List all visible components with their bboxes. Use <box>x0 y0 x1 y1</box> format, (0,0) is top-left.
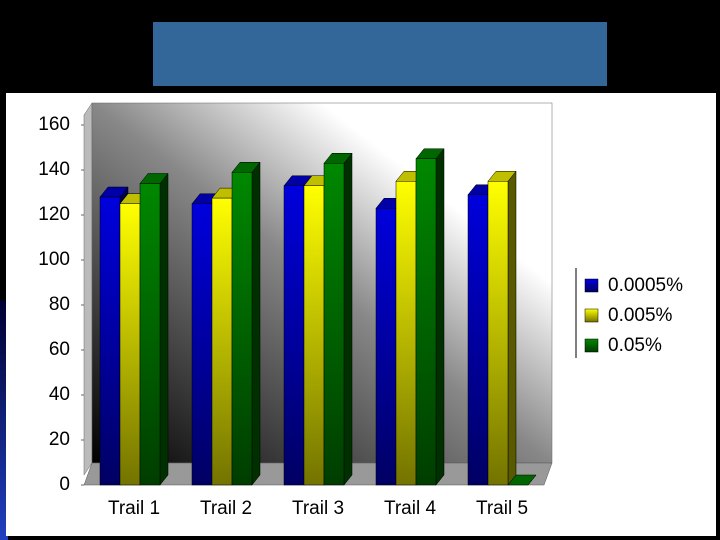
y-tick-label: 0 <box>59 474 70 495</box>
legend-label: 0.05% <box>608 335 662 356</box>
y-tick-label: 120 <box>38 204 70 225</box>
bar-side <box>251 161 261 486</box>
legend-swatch <box>584 338 599 353</box>
bar <box>303 185 325 486</box>
legend-swatch <box>584 278 599 293</box>
bar-top <box>507 474 537 486</box>
side-accent <box>0 300 8 540</box>
y-tick-label: 60 <box>49 339 70 360</box>
x-tick-label: Trail 3 <box>292 498 344 519</box>
x-tick-label: Trail 1 <box>108 498 160 519</box>
bar <box>119 203 141 486</box>
x-tick-label: Trail 4 <box>384 498 437 519</box>
bar <box>231 172 253 486</box>
bar <box>283 185 305 486</box>
x-tick-label: Trail 2 <box>200 498 252 519</box>
bar <box>191 203 213 486</box>
bar <box>99 196 121 486</box>
bar-side <box>343 152 353 486</box>
bar <box>467 194 489 486</box>
legend-swatch <box>584 308 599 323</box>
legend-label: 0.005% <box>608 305 673 326</box>
y-tick-label: 20 <box>49 429 70 450</box>
bar <box>139 183 161 486</box>
bar-side <box>435 148 445 486</box>
bar <box>395 181 417 486</box>
bar <box>487 181 509 486</box>
bar <box>415 158 437 486</box>
bar <box>375 208 397 486</box>
y-tick-label: 160 <box>38 114 70 135</box>
y-tick-label: 140 <box>38 159 70 180</box>
title-box <box>153 22 607 86</box>
y-tick-label: 40 <box>49 384 70 405</box>
bar-side <box>507 170 517 486</box>
legend-label: 0.0005% <box>608 275 683 296</box>
x-tick-label: Trail 5 <box>476 498 528 519</box>
y-tick-label: 100 <box>38 249 70 270</box>
bar <box>211 197 233 486</box>
y-tick-label: 80 <box>49 294 70 315</box>
left-wall <box>83 102 93 476</box>
bar-side <box>159 172 169 486</box>
bar <box>323 163 345 486</box>
